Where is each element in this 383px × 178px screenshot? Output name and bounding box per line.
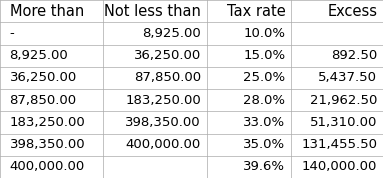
Text: Not less than: Not less than: [104, 4, 201, 19]
Text: 39.6%: 39.6%: [243, 160, 285, 173]
Text: 28.0%: 28.0%: [243, 94, 285, 107]
Text: 8,925.00: 8,925.00: [10, 49, 68, 62]
Text: 131,455.50: 131,455.50: [301, 138, 377, 151]
Text: 8,925.00: 8,925.00: [142, 27, 201, 40]
Text: 36,250.00: 36,250.00: [134, 49, 201, 62]
Text: 10.0%: 10.0%: [243, 27, 285, 40]
Text: Tax rate: Tax rate: [227, 4, 285, 19]
Text: 140,000.00: 140,000.00: [302, 160, 377, 173]
Text: 21,962.50: 21,962.50: [310, 94, 377, 107]
Text: 33.0%: 33.0%: [243, 116, 285, 129]
Text: 400,000.00: 400,000.00: [126, 138, 201, 151]
Text: Excess: Excess: [327, 4, 377, 19]
Text: 183,250.00: 183,250.00: [125, 94, 201, 107]
Text: -: -: [10, 27, 14, 40]
Text: 87,850.00: 87,850.00: [10, 94, 77, 107]
Text: 36,250.00: 36,250.00: [10, 71, 77, 84]
Text: 183,250.00: 183,250.00: [10, 116, 85, 129]
Text: 892.50: 892.50: [331, 49, 377, 62]
Text: 35.0%: 35.0%: [243, 138, 285, 151]
Text: 15.0%: 15.0%: [243, 49, 285, 62]
Text: 398,350.00: 398,350.00: [126, 116, 201, 129]
Text: More than: More than: [10, 4, 84, 19]
Text: 87,850.00: 87,850.00: [134, 71, 201, 84]
Text: 5,437.50: 5,437.50: [318, 71, 377, 84]
Text: 25.0%: 25.0%: [243, 71, 285, 84]
Text: 398,350.00: 398,350.00: [10, 138, 85, 151]
Text: 51,310.00: 51,310.00: [310, 116, 377, 129]
Text: 400,000.00: 400,000.00: [10, 160, 85, 173]
